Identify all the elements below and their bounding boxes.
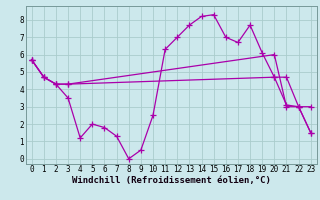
X-axis label: Windchill (Refroidissement éolien,°C): Windchill (Refroidissement éolien,°C) (72, 176, 271, 185)
